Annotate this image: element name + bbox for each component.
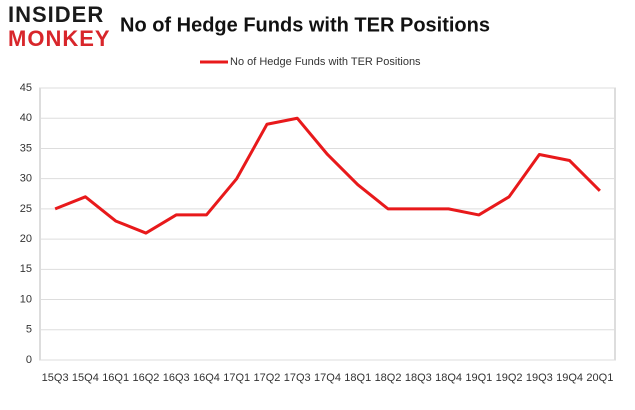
y-tick-label: 5 xyxy=(26,324,32,336)
x-tick-label: 16Q3 xyxy=(163,372,190,384)
x-tick-label: 18Q1 xyxy=(344,372,371,384)
x-tick-label: 15Q4 xyxy=(72,372,99,384)
logo-line1: INSIDER xyxy=(8,2,104,27)
x-tick-label: 19Q3 xyxy=(526,372,553,384)
x-tick-label: 17Q2 xyxy=(254,372,281,384)
x-tick-label: 19Q1 xyxy=(465,372,492,384)
data-line xyxy=(54,116,601,235)
x-tick-label: 17Q4 xyxy=(314,372,341,384)
x-tick-label: 17Q3 xyxy=(284,372,311,384)
logo-line2: MONKEY xyxy=(8,26,111,51)
x-tick-label: 16Q2 xyxy=(132,372,159,384)
y-tick-label: 45 xyxy=(20,82,32,94)
x-tick-label: 16Q4 xyxy=(193,372,220,384)
chart-title: No of Hedge Funds with TER Positions xyxy=(120,14,490,36)
x-tick-label: 16Q1 xyxy=(102,372,129,384)
x-tick-label: 15Q3 xyxy=(42,372,69,384)
y-tick-label: 25 xyxy=(20,203,32,215)
y-tick-label: 15 xyxy=(20,263,32,275)
y-tick-label: 30 xyxy=(20,173,32,185)
x-tick-label: 17Q1 xyxy=(223,372,250,384)
legend-label: No of Hedge Funds with TER Positions xyxy=(230,56,421,68)
x-tick-label: 18Q2 xyxy=(375,372,402,384)
x-tick-label: 19Q2 xyxy=(496,372,523,384)
y-tick-label: 20 xyxy=(20,233,32,245)
y-tick-label: 40 xyxy=(20,112,32,124)
y-tick-label: 10 xyxy=(20,293,32,305)
y-tick-label: 35 xyxy=(20,142,32,154)
x-tick-label: 18Q3 xyxy=(405,372,432,384)
x-tick-label: 18Q4 xyxy=(435,372,462,384)
y-tick-label: 0 xyxy=(26,354,32,366)
x-tick-label: 19Q4 xyxy=(556,372,583,384)
x-tick-label: 20Q1 xyxy=(586,372,613,384)
